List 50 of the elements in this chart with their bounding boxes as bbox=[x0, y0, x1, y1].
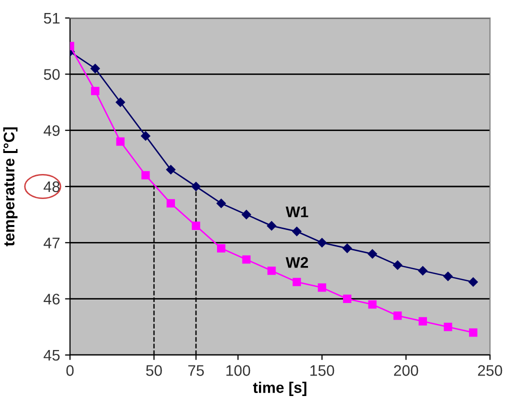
y-tick-label: 49 bbox=[44, 125, 60, 136]
point bbox=[292, 226, 302, 236]
point bbox=[91, 86, 100, 96]
x-tick-label: 200 bbox=[394, 365, 418, 376]
point bbox=[342, 244, 352, 253]
point bbox=[343, 294, 352, 303]
point bbox=[242, 210, 252, 220]
y-tick-label: 48 bbox=[44, 181, 60, 192]
point bbox=[443, 272, 453, 281]
point bbox=[191, 182, 201, 192]
point bbox=[267, 266, 276, 275]
x-tick-label: 100 bbox=[226, 365, 250, 376]
point bbox=[90, 64, 100, 74]
y-tick-label: 47 bbox=[44, 238, 60, 248]
point bbox=[418, 266, 428, 276]
point bbox=[368, 249, 378, 259]
x-tick-label: 50 bbox=[146, 365, 162, 376]
point bbox=[192, 222, 200, 230]
point bbox=[217, 244, 226, 252]
point bbox=[140, 131, 150, 141]
y-axis-title: temperature [°C] bbox=[3, 127, 18, 246]
point bbox=[216, 198, 226, 208]
point bbox=[116, 137, 125, 146]
point bbox=[116, 98, 126, 107]
x-tick-label: 250 bbox=[478, 365, 502, 376]
series-label: W1 bbox=[286, 206, 308, 218]
point bbox=[444, 322, 452, 332]
y-tick-label: 51 bbox=[44, 13, 60, 24]
point bbox=[141, 171, 150, 180]
point bbox=[418, 317, 427, 326]
x-tick-label: 150 bbox=[310, 365, 334, 376]
point bbox=[317, 238, 327, 248]
series-label: W2 bbox=[286, 257, 308, 268]
point bbox=[393, 312, 402, 320]
y-tick-label: 46 bbox=[44, 294, 60, 305]
point bbox=[166, 165, 176, 174]
x-axis-title: time [s] bbox=[253, 382, 306, 396]
point bbox=[266, 221, 276, 230]
x-tick-label: 75 bbox=[188, 365, 204, 376]
point bbox=[468, 277, 478, 287]
point bbox=[166, 199, 175, 208]
point bbox=[469, 328, 478, 337]
point bbox=[392, 260, 402, 270]
y-tick-label: 50 bbox=[44, 69, 60, 80]
y-tick-label: 45 bbox=[44, 350, 60, 361]
x-tick-label: 0 bbox=[66, 365, 74, 376]
point bbox=[242, 255, 251, 264]
point bbox=[368, 300, 377, 309]
point bbox=[318, 283, 326, 292]
point bbox=[292, 278, 301, 286]
